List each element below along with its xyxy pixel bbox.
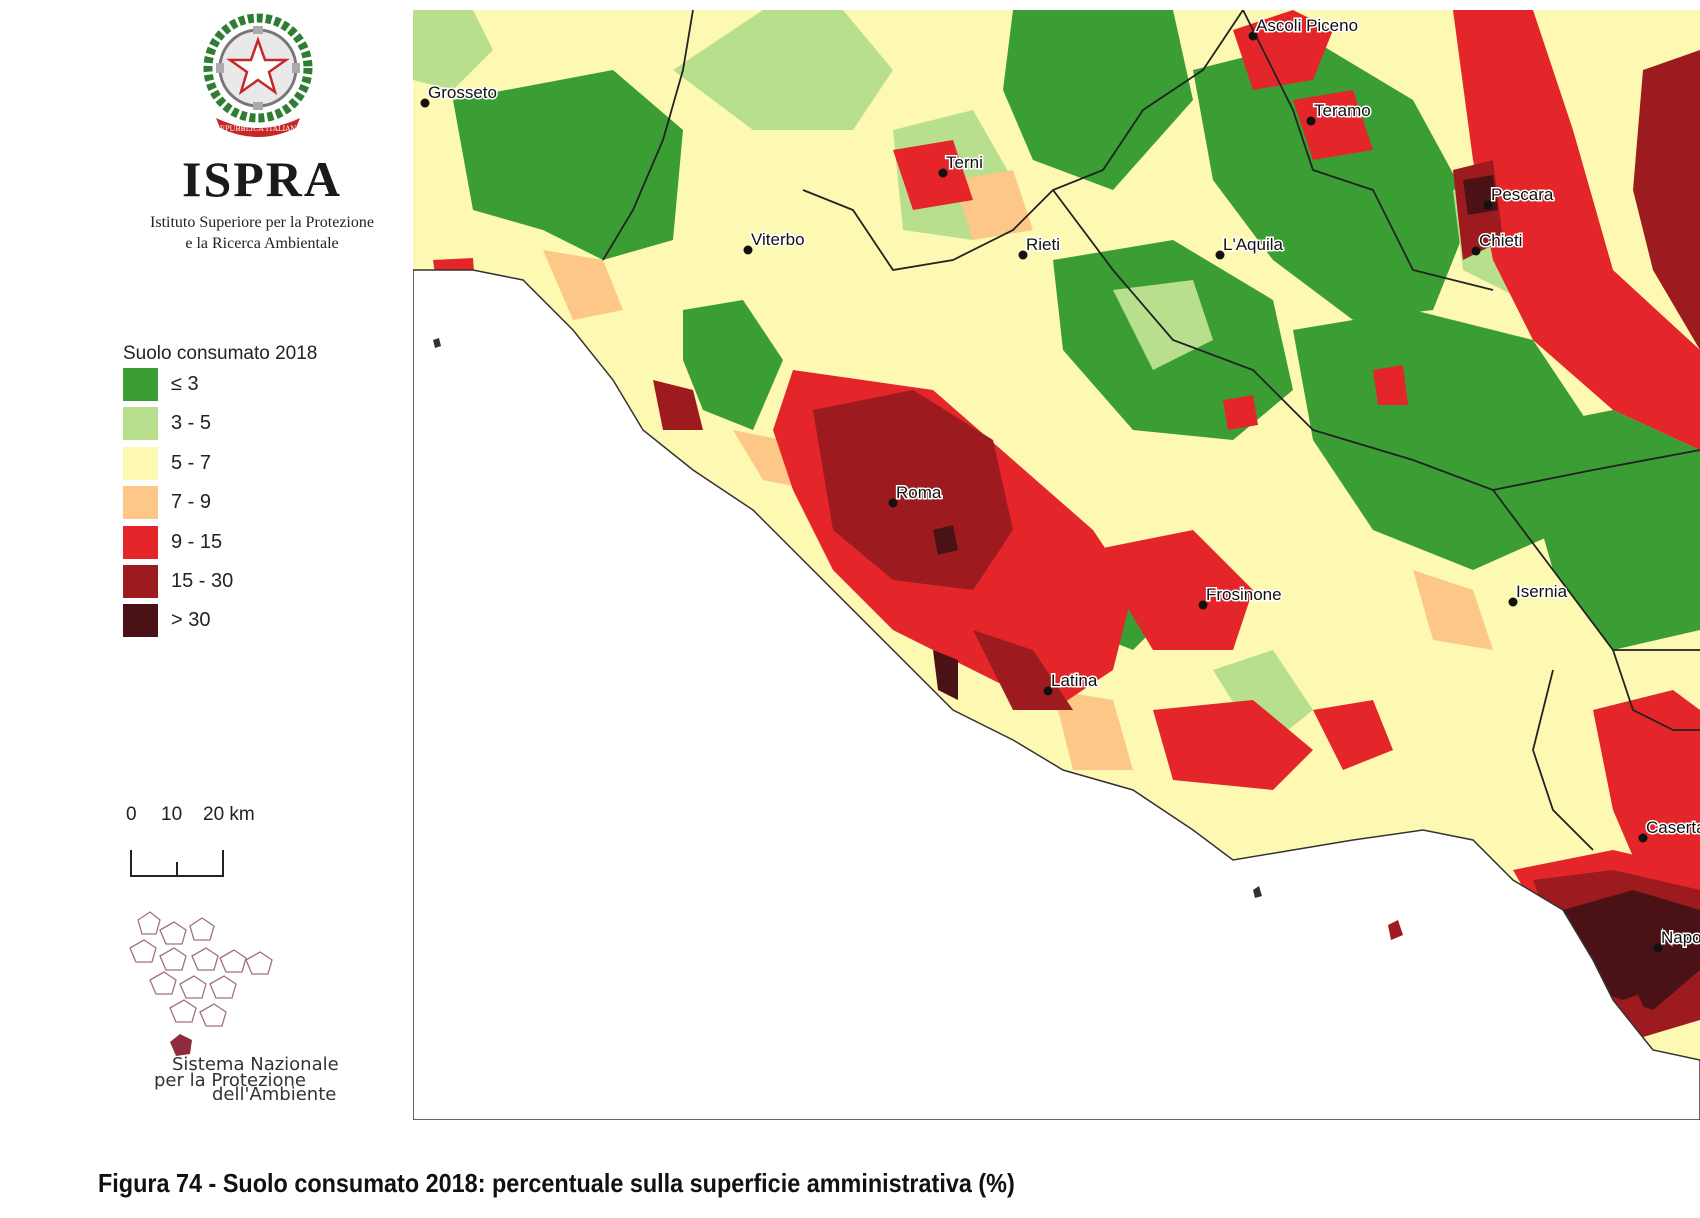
city-label: Viterbo bbox=[751, 230, 805, 249]
legend-item: 15 - 30 bbox=[123, 564, 233, 598]
city-label: Frosinone bbox=[1206, 585, 1282, 604]
scale-label-20: 20 km bbox=[203, 804, 255, 825]
legend-item: 3 - 5 bbox=[123, 406, 211, 440]
city-label: Teramo bbox=[1314, 101, 1371, 120]
legend-swatch bbox=[123, 526, 158, 559]
city-label: Pescara bbox=[1491, 185, 1554, 204]
legend-label: 9 - 15 bbox=[171, 531, 222, 554]
legend-swatch bbox=[123, 486, 158, 519]
city-label: Grosseto bbox=[428, 83, 497, 102]
legend-label: > 30 bbox=[171, 609, 210, 632]
legend-item: 9 - 15 bbox=[123, 525, 222, 559]
city-label: Rieti bbox=[1026, 235, 1060, 254]
org-subtitle: Istituto Superiore per la Protezione e l… bbox=[112, 212, 412, 254]
city-label: Caserta bbox=[1646, 818, 1700, 837]
scale-label-0: 0 bbox=[126, 804, 137, 825]
legend-item: 5 - 7 bbox=[123, 446, 211, 480]
svg-text:REPUBBLICA ITALIANA: REPUBBLICA ITALIANA bbox=[215, 125, 303, 133]
org-subtitle-line2: e la Ricerca Ambientale bbox=[112, 233, 412, 254]
city-label: L'Aquila bbox=[1223, 235, 1284, 254]
city-label: Roma bbox=[896, 483, 942, 502]
figure-caption: Figura 74 - Suolo consumato 2018: percen… bbox=[98, 1168, 1015, 1199]
legend-label: 15 - 30 bbox=[171, 570, 233, 593]
org-title: ISPRA bbox=[112, 150, 412, 208]
legend-title-line1: Suolo consumato 2018 bbox=[123, 338, 317, 369]
city-label: Terni bbox=[946, 153, 983, 172]
italian-republic-emblem: REPUBBLICA ITALIANA bbox=[198, 10, 318, 140]
city-label: Chieti bbox=[1479, 231, 1522, 250]
legend-swatch bbox=[123, 447, 158, 480]
city-label: Ascoli Piceno bbox=[1256, 16, 1358, 35]
land-consumption-map: Ascoli Piceno Grosseto Teramo Terni Pescara V… bbox=[413, 10, 1700, 1120]
legend-label: ≤ 3 bbox=[171, 373, 199, 396]
city-label: Latina bbox=[1051, 671, 1098, 690]
snpa-line3: dell'Ambiente bbox=[212, 1084, 336, 1100]
city-label: Isernia bbox=[1516, 582, 1568, 601]
legend-swatch bbox=[123, 368, 158, 401]
city-label: Napoli bbox=[1661, 928, 1700, 947]
legend-label: 5 - 7 bbox=[171, 452, 211, 475]
legend-swatch bbox=[123, 565, 158, 598]
legend-item: > 30 bbox=[123, 603, 210, 637]
org-subtitle-line1: Istituto Superiore per la Protezione bbox=[112, 212, 412, 233]
legend-item: ≤ 3 bbox=[123, 367, 199, 401]
legend-label: 7 - 9 bbox=[171, 491, 211, 514]
scale-bar: 0 10 20 km bbox=[123, 800, 283, 880]
legend-swatch bbox=[123, 604, 158, 637]
legend-item: 7 - 9 bbox=[123, 485, 211, 519]
legend-label: 3 - 5 bbox=[171, 412, 211, 435]
snpa-logo: Sistema Nazionale per la Protezione dell… bbox=[120, 900, 420, 1100]
legend-swatch bbox=[123, 407, 158, 440]
scale-label-10: 10 bbox=[161, 804, 182, 825]
